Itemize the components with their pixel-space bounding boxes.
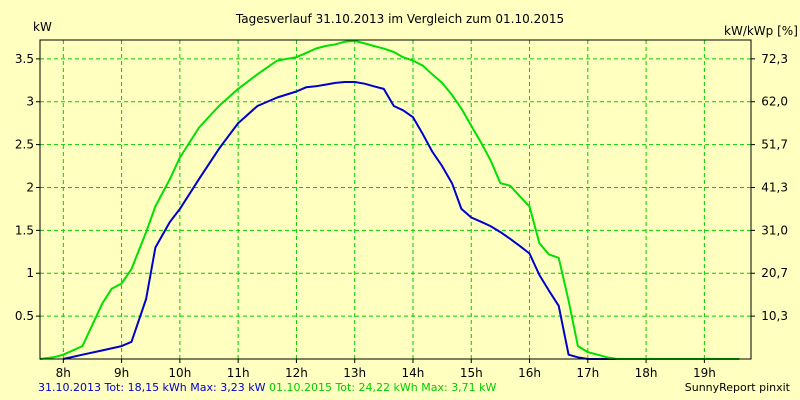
- series-line-1: [63, 81, 637, 360]
- x-tick-label: 17h: [576, 366, 599, 380]
- footer-series2-summary: 01.10.2015 Tot: 24,22 kWh Max: 3,71 kW: [268, 381, 497, 394]
- x-axis: 8h 9h 10h 11h 12h 13h 14h 15h 16h 17h 18h 19h: [56, 359, 716, 380]
- y2-tick-label: 62,0: [761, 95, 788, 109]
- x-tick-label: 11h: [227, 366, 250, 380]
- y2-tick-label: 41,3: [761, 180, 788, 194]
- y-tick-label: 2: [26, 180, 34, 194]
- x-tick-label: 8h: [56, 366, 71, 380]
- x-tick-label: 10h: [168, 366, 191, 380]
- x-tick-label: 18h: [635, 366, 658, 380]
- y2-tick-label: 20,7: [761, 266, 788, 280]
- y-tick-label: 1: [26, 266, 34, 280]
- x-tick-label: 14h: [402, 366, 425, 380]
- footer-summary: 31.10.2013 Tot: 18,15 kWh Max: 3,23 kW 0…: [38, 381, 496, 394]
- x-tick-label: 9h: [114, 366, 129, 380]
- y-tick-label: 3.5: [15, 52, 34, 66]
- series-line-2: [39, 39, 740, 360]
- y2-axis: 10,3 20,7 31,0 41,3 51,7 62,0 72,3: [751, 52, 788, 323]
- y2-tick-label: 10,3: [761, 309, 788, 323]
- chart-title: Tagesverlauf 31.10.2013 im Vergleich zum…: [235, 12, 564, 26]
- y2-tick-label: 31,0: [761, 223, 788, 237]
- y2-tick-label: 51,7: [761, 138, 788, 152]
- y-tick-label: 2.5: [15, 138, 34, 152]
- x-tick-label: 19h: [693, 366, 716, 380]
- series-layer: [39, 39, 740, 360]
- y-axis: 0.5 1 1.5 2 2.5 3 3.5: [15, 52, 40, 323]
- footer-series1-summary: 31.10.2013 Tot: 18,15 kWh Max: 3,23 kW: [38, 381, 266, 394]
- y-tick-label: 3: [26, 95, 34, 109]
- y-axis-label: kW: [33, 20, 52, 34]
- y2-tick-label: 72,3: [761, 52, 788, 66]
- y-tick-label: 1.5: [15, 223, 34, 237]
- x-tick-label: 16h: [518, 366, 541, 380]
- x-tick-label: 13h: [343, 366, 366, 380]
- plot-frame: [39, 39, 752, 360]
- x-tick-label: 15h: [460, 366, 483, 380]
- footer-credit: SunnyReport pinxit: [684, 381, 790, 394]
- y-tick-label: 0.5: [15, 309, 34, 323]
- y2-axis-label: kW/kWp [%]: [724, 24, 798, 38]
- x-tick-label: 12h: [285, 366, 308, 380]
